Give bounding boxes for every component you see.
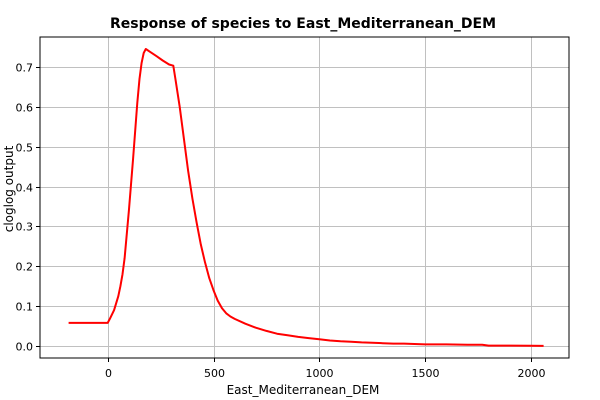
y-axis-label: cloglog output xyxy=(2,145,16,232)
y-tick-label: 0.0 xyxy=(16,341,34,354)
y-tick-label: 0.5 xyxy=(16,142,34,155)
chart-title: Response of species to East_Mediterranea… xyxy=(110,16,496,32)
x-axis-label: East_Mediterranean_DEM xyxy=(227,383,380,397)
axis-ticks: 0 500 1000 1500 2000 0.0 0.1 0.2 0.3 0.4 0.5 0.6 0.7 xyxy=(16,62,546,381)
x-tick-label: 500 xyxy=(204,367,225,380)
x-tick-label: 0 xyxy=(105,367,112,380)
response-curve-line xyxy=(68,48,544,347)
y-tick-label: 0.2 xyxy=(16,261,34,274)
plot-frame xyxy=(39,36,570,359)
y-tick-label: 0.6 xyxy=(16,102,34,115)
series-layer xyxy=(68,48,544,347)
y-tick-label: 0.3 xyxy=(16,221,34,234)
y-tick-label: 0.1 xyxy=(16,301,34,314)
x-tick-label: 1500 xyxy=(412,367,440,380)
x-tick-label: 2000 xyxy=(518,367,546,380)
x-tick-label: 1000 xyxy=(306,367,334,380)
grid-lines xyxy=(40,37,569,358)
y-tick-label: 0.7 xyxy=(16,62,34,75)
y-tick-label: 0.4 xyxy=(16,182,34,195)
